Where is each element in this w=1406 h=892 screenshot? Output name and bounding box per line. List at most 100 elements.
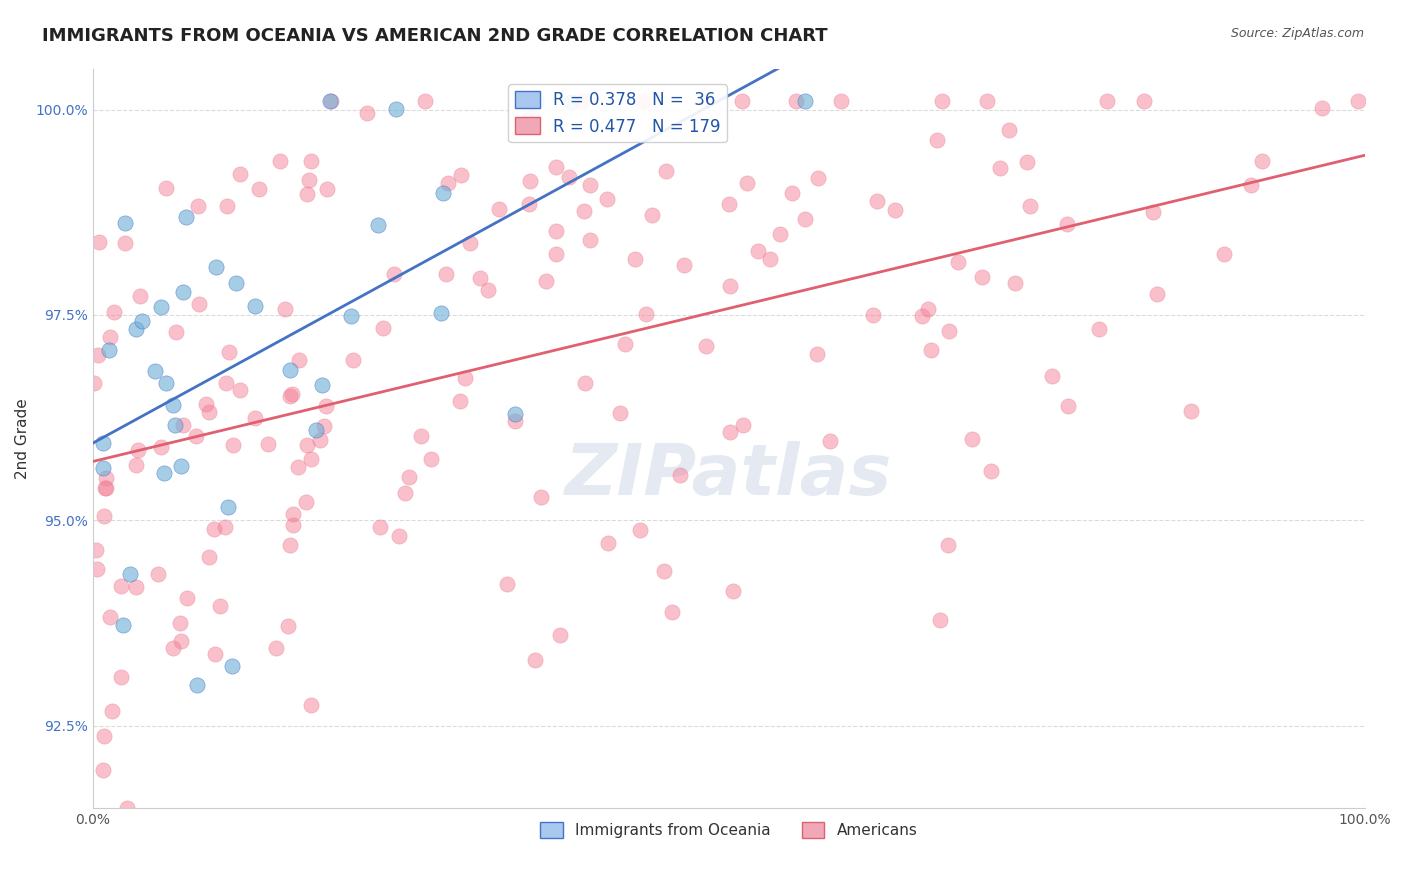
- Point: [1056, 217, 1078, 231]
- Point: [162, 640, 184, 655]
- Point: [558, 170, 581, 185]
- Point: [862, 308, 884, 322]
- Point: [215, 199, 238, 213]
- Point: [1056, 399, 1078, 413]
- Point: [174, 211, 197, 225]
- Point: [281, 507, 304, 521]
- Point: [256, 437, 278, 451]
- Point: [146, 567, 169, 582]
- Point: [229, 383, 252, 397]
- Point: [655, 163, 678, 178]
- Point: [98, 330, 121, 344]
- Point: [243, 299, 266, 313]
- Point: [184, 429, 207, 443]
- Point: [544, 161, 567, 175]
- Point: [295, 438, 318, 452]
- Point: [470, 270, 492, 285]
- Point: [221, 658, 243, 673]
- Point: [806, 347, 828, 361]
- Point: [298, 173, 321, 187]
- Point: [1019, 199, 1042, 213]
- Point: [394, 486, 416, 500]
- Point: [503, 414, 526, 428]
- Point: [198, 405, 221, 419]
- Point: [1310, 101, 1333, 115]
- Point: [385, 102, 408, 116]
- Point: [155, 376, 177, 390]
- Point: [614, 337, 637, 351]
- Point: [548, 628, 571, 642]
- Point: [1347, 95, 1369, 109]
- Point: [920, 343, 942, 357]
- Point: [720, 278, 742, 293]
- Point: [477, 283, 499, 297]
- Point: [163, 418, 186, 433]
- Point: [198, 549, 221, 564]
- Point: [278, 389, 301, 403]
- Point: [229, 168, 252, 182]
- Point: [1213, 247, 1236, 261]
- Point: [668, 468, 690, 483]
- Point: [309, 433, 332, 447]
- Point: [429, 306, 451, 320]
- Point: [960, 432, 983, 446]
- Point: [830, 95, 852, 109]
- Point: [938, 324, 960, 338]
- Point: [1088, 322, 1111, 336]
- Point: [186, 677, 208, 691]
- Point: [998, 123, 1021, 137]
- Point: [718, 425, 741, 439]
- Point: [1004, 277, 1026, 291]
- Point: [1142, 205, 1164, 219]
- Point: [519, 174, 541, 188]
- Point: [204, 260, 226, 274]
- Point: [170, 633, 193, 648]
- Point: [249, 182, 271, 196]
- Point: [946, 255, 969, 269]
- Point: [204, 647, 226, 661]
- Point: [560, 95, 582, 110]
- Point: [1017, 155, 1039, 169]
- Point: [195, 397, 218, 411]
- Point: [434, 267, 457, 281]
- Point: [131, 313, 153, 327]
- Point: [143, 364, 166, 378]
- Point: [214, 520, 236, 534]
- Point: [367, 218, 389, 232]
- Point: [1133, 95, 1156, 109]
- Point: [661, 605, 683, 619]
- Point: [169, 615, 191, 630]
- Point: [127, 442, 149, 457]
- Point: [371, 321, 394, 335]
- Point: [936, 538, 959, 552]
- Point: [534, 274, 557, 288]
- Point: [215, 376, 238, 390]
- Point: [654, 565, 676, 579]
- Point: [295, 495, 318, 509]
- Point: [634, 307, 657, 321]
- Point: [988, 161, 1011, 175]
- Point: [519, 197, 541, 211]
- Point: [731, 95, 754, 109]
- Point: [176, 591, 198, 605]
- Point: [717, 197, 740, 211]
- Point: [218, 345, 240, 359]
- Point: [411, 429, 433, 443]
- Point: [747, 244, 769, 259]
- Point: [187, 198, 209, 212]
- Point: [342, 353, 364, 368]
- Point: [91, 436, 114, 450]
- Point: [524, 653, 547, 667]
- Point: [866, 194, 889, 208]
- Point: [316, 182, 339, 196]
- Point: [544, 247, 567, 261]
- Point: [505, 408, 527, 422]
- Point: [911, 309, 934, 323]
- Point: [432, 186, 454, 200]
- Point: [579, 233, 602, 247]
- Point: [91, 764, 114, 778]
- Point: [319, 95, 342, 109]
- Point: [437, 177, 460, 191]
- Point: [98, 609, 121, 624]
- Point: [641, 208, 664, 222]
